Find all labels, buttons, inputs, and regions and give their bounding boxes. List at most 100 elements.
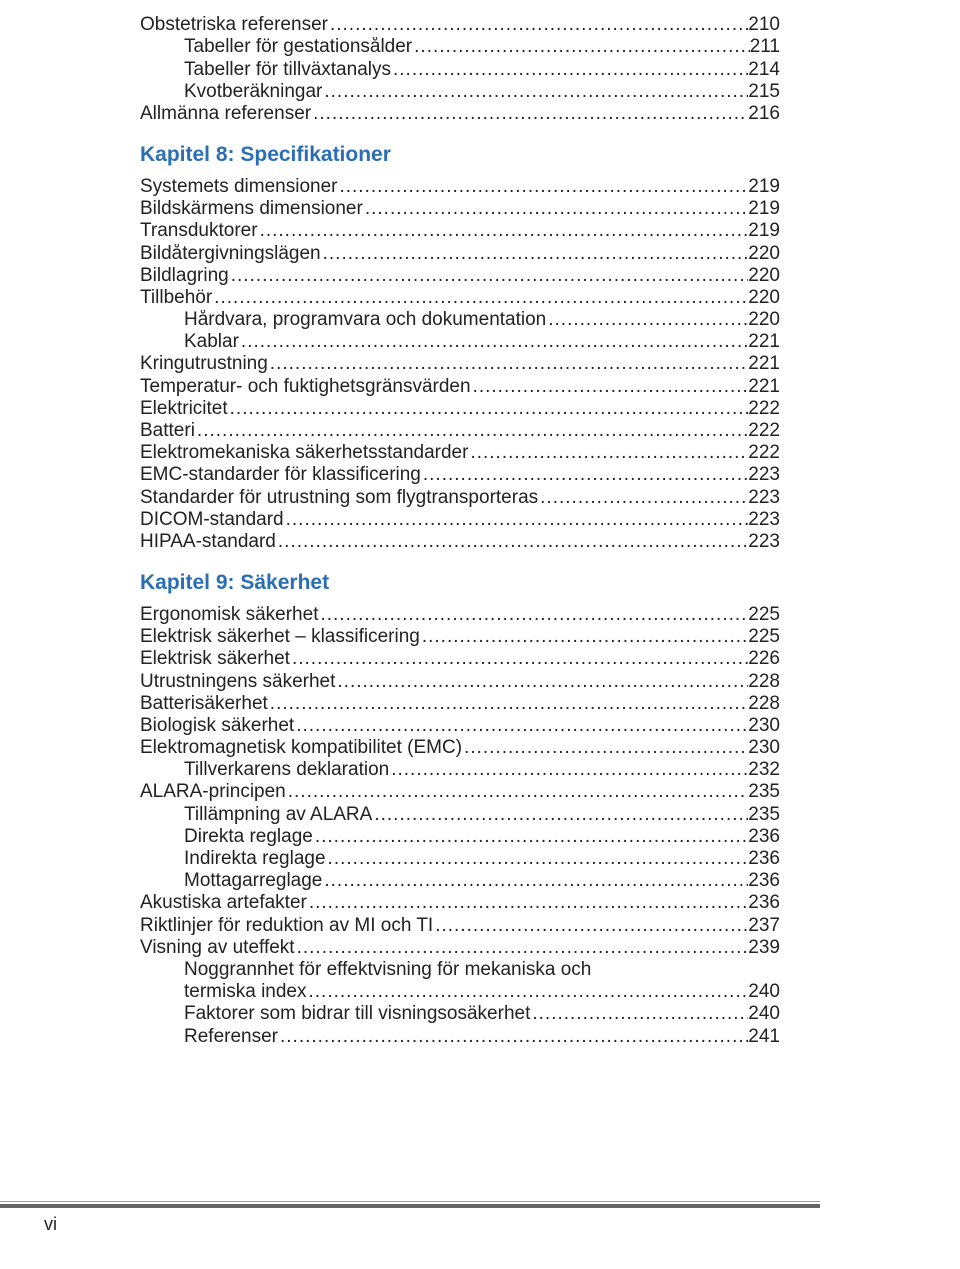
toc-page-number[interactable]: 219	[748, 199, 780, 218]
toc-entry-label[interactable]: Akustiska artefakter	[140, 893, 307, 912]
toc-page-number[interactable]: 219	[748, 177, 780, 196]
toc-entry-label[interactable]: Elektromagnetisk kompatibilitet (EMC)	[140, 738, 462, 757]
toc-entry-label[interactable]: Bildlagring	[140, 266, 229, 285]
toc-page-number[interactable]: 220	[748, 288, 780, 307]
toc-entry-label[interactable]: Standarder för utrustning som flygtransp…	[140, 488, 538, 507]
toc-page-number[interactable]: 237	[748, 916, 780, 935]
toc-entry-label[interactable]: Mottagarreglage	[140, 871, 322, 890]
toc-entry: Mottagarreglage 236	[140, 871, 780, 890]
toc-entry-label[interactable]: Tillverkarens deklaration	[140, 760, 389, 779]
toc-entry-label[interactable]: Indirekta reglage	[140, 849, 326, 868]
toc-entry-label[interactable]: Systemets dimensioner	[140, 177, 337, 196]
toc-page-number[interactable]: 222	[748, 399, 780, 418]
toc-entry: Faktorer som bidrar till visningsosäkerh…	[140, 1004, 780, 1023]
toc-entry-label[interactable]: Kvotberäkningar	[140, 82, 322, 101]
toc-entry-label[interactable]: Direkta reglage	[140, 827, 313, 846]
toc-entry-label[interactable]: termiska index	[140, 982, 307, 1001]
toc-entry-label[interactable]: Bildåtergivningslägen	[140, 244, 321, 263]
toc-entry-label[interactable]: HIPAA-standard	[140, 532, 276, 551]
toc-entry: Ergonomisk säkerhet 225	[140, 605, 780, 624]
toc-entry-label[interactable]: Elektricitet	[140, 399, 228, 418]
toc-page-number[interactable]: 223	[748, 532, 780, 551]
toc-entry: ALARA-principen 235	[140, 782, 780, 801]
toc-page: Obstetriska referenser 210 Tabeller för ge…	[0, 0, 960, 1269]
toc-entry-label[interactable]: Batterisäkerhet	[140, 694, 268, 713]
toc-leader	[389, 760, 748, 779]
toc-page-number[interactable]: 211	[750, 37, 780, 56]
toc-entry-label[interactable]: Elektrisk säkerhet – klassificering	[140, 627, 420, 646]
toc-page-number[interactable]: 235	[748, 805, 780, 824]
toc-entry-label[interactable]: Referenser	[140, 1027, 278, 1046]
toc-entry-label[interactable]: ALARA-principen	[140, 782, 286, 801]
toc-entry-label[interactable]: Biologisk säkerhet	[140, 716, 294, 735]
toc-page-number[interactable]: 221	[748, 377, 780, 396]
toc-entry-label[interactable]: Elektrisk säkerhet	[140, 649, 290, 668]
toc-leader	[195, 421, 748, 440]
toc-entry-label[interactable]: Noggrannhet för effektvisning för mekani…	[140, 960, 591, 979]
toc-page-number[interactable]: 214	[748, 60, 780, 79]
toc-entry-label[interactable]: Faktorer som bidrar till visningsosäkerh…	[140, 1004, 530, 1023]
toc-page-number[interactable]: 221	[748, 354, 780, 373]
toc-entry-label[interactable]: Riktlinjer för reduktion av MI och TI	[140, 916, 433, 935]
toc-page-number[interactable]: 215	[748, 82, 780, 101]
toc-page-number[interactable]: 223	[748, 488, 780, 507]
toc-entry: Systemets dimensioner 219	[140, 177, 780, 196]
toc-entry-label[interactable]: Ergonomisk säkerhet	[140, 605, 318, 624]
toc-page-number[interactable]: 220	[748, 244, 780, 263]
toc-page-number[interactable]: 220	[748, 266, 780, 285]
toc-entry-label[interactable]: DICOM-standard	[140, 510, 284, 529]
toc-page-number[interactable]: 220	[748, 310, 780, 329]
toc-page-number[interactable]: 226	[748, 649, 780, 668]
toc-page-number[interactable]: 230	[748, 716, 780, 735]
toc-page-number[interactable]: 225	[748, 627, 780, 646]
toc-page-number[interactable]: 228	[748, 694, 780, 713]
toc-entry-label[interactable]: Kablar	[140, 332, 239, 351]
toc-page-number[interactable]: 232	[748, 760, 780, 779]
toc-page-number[interactable]: 236	[748, 849, 780, 868]
toc-entry: Kablar 221	[140, 332, 780, 351]
toc-entry: Elektromagnetisk kompatibilitet (EMC) 230	[140, 738, 780, 757]
toc-page-number[interactable]: 228	[748, 672, 780, 691]
toc-page-number[interactable]: 241	[748, 1027, 780, 1046]
toc-entry-label[interactable]: Kringutrustning	[140, 354, 268, 373]
toc-page-number[interactable]: 235	[748, 782, 780, 801]
toc-entry-label[interactable]: Transduktorer	[140, 221, 258, 240]
toc-entry-label[interactable]: Bildskärmens dimensioner	[140, 199, 363, 218]
toc-entry-label[interactable]: Obstetriska referenser	[140, 15, 328, 34]
toc-entry: EMC-standarder för klassificering 223	[140, 465, 780, 484]
toc-entry-label[interactable]: Hårdvara, programvara och dokumentation	[140, 310, 546, 329]
toc-page-number[interactable]: 236	[748, 871, 780, 890]
toc-entry-label[interactable]: Tillbehör	[140, 288, 212, 307]
toc-page-number[interactable]: 240	[748, 1004, 780, 1023]
toc-entry-label[interactable]: Elektromekaniska säkerhetsstandarder	[140, 443, 468, 462]
toc-leader	[307, 893, 748, 912]
toc-page-number[interactable]: 219	[748, 221, 780, 240]
toc-page-number[interactable]: 236	[748, 827, 780, 846]
toc-page-number[interactable]: 210	[748, 15, 780, 34]
toc-page-number[interactable]: 240	[748, 982, 780, 1001]
toc-page-number[interactable]: 222	[748, 421, 780, 440]
toc-entry-label[interactable]: Utrustningens säkerhet	[140, 672, 335, 691]
toc-entry-label[interactable]: Batteri	[140, 421, 195, 440]
toc-entry-label[interactable]: Tabeller för tillväxtanalys	[140, 60, 391, 79]
toc-entry-label[interactable]: EMC-standarder för klassificering	[140, 465, 421, 484]
toc-entry-label[interactable]: Tabeller för gestationsålder	[140, 37, 412, 56]
toc-entry-label[interactable]: Tillämpning av ALARA	[140, 805, 372, 824]
toc-page-number[interactable]: 221	[748, 332, 780, 351]
toc-leader	[313, 827, 748, 846]
toc-page-number[interactable]: 239	[748, 938, 780, 957]
toc-page-number[interactable]: 225	[748, 605, 780, 624]
toc-entry-label[interactable]: Allmänna referenser	[140, 104, 311, 123]
footer-rule-thick	[0, 1204, 820, 1208]
toc-page-number[interactable]: 223	[748, 510, 780, 529]
toc-page-number[interactable]: 236	[748, 893, 780, 912]
toc-page-number[interactable]: 230	[748, 738, 780, 757]
toc-entry-label[interactable]: Temperatur- och fuktighetsgränsvärden	[140, 377, 471, 396]
chapter-heading: Kapitel 9: Säkerhet	[140, 571, 780, 595]
toc-entry-label[interactable]: Visning av uteffekt	[140, 938, 295, 957]
toc-page-number[interactable]: 216	[748, 104, 780, 123]
toc-page-number[interactable]: 222	[748, 443, 780, 462]
toc-leader	[471, 377, 749, 396]
toc-leader	[420, 627, 748, 646]
toc-page-number[interactable]: 223	[748, 465, 780, 484]
